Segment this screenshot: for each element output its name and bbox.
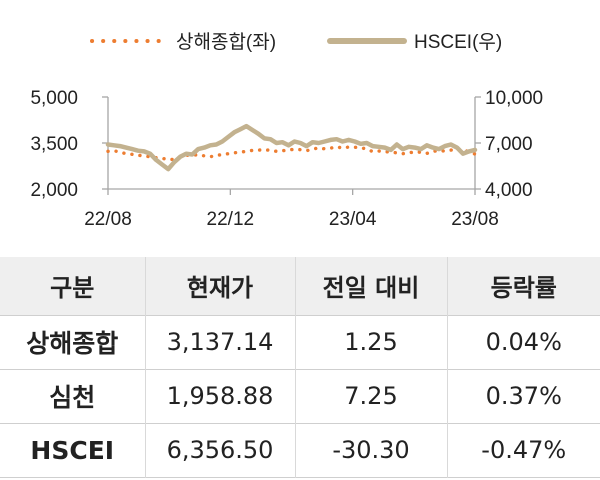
- header-current-price: 현재가: [145, 257, 296, 315]
- row-name: HSCEI: [0, 423, 146, 477]
- table-row: 상해종합 3,137.14 1.25 0.04%: [0, 315, 600, 369]
- row-rate: 0.04%: [485, 328, 562, 356]
- row-name: 상해종합: [0, 315, 146, 369]
- dual-axis-line-chart: 5,000 3,500 2,000 10,000 7,000 4,000 22/08 22/1…: [30, 31, 543, 230]
- x-tick-label: 23/08: [451, 209, 499, 230]
- table-row: 심천 1,958.88 7.25 0.37%: [0, 369, 600, 423]
- header-category: 구분: [0, 257, 146, 315]
- row-change: 1.25: [295, 315, 448, 369]
- y-left-tick-label: 3,500: [30, 134, 78, 155]
- x-tick-label: 22/08: [84, 209, 132, 230]
- row-price: 1,958.88: [145, 369, 296, 423]
- x-tick-label: 22/12: [207, 209, 255, 230]
- legend-label-shanghai: 상해종합(좌): [176, 31, 276, 53]
- series-line-shanghai: [106, 144, 477, 162]
- y-right-tick-label: 4,000: [485, 180, 533, 201]
- series-line-hscei: [105, 123, 478, 172]
- legend-label-hscei: HSCEI(우): [414, 32, 502, 53]
- row-name: 심천: [0, 369, 146, 423]
- index-table: 구분 현재가 전일 대비 등락률 상해종합 3,137.14 1.25 0.04…: [0, 257, 600, 478]
- x-tick-label: 23/04: [329, 209, 377, 230]
- row-price: 6,356.50: [145, 423, 296, 477]
- table-header-row: 구분 현재가 전일 대비 등락률: [0, 257, 600, 315]
- y-right-tick-label: 7,000: [485, 134, 533, 155]
- chart-area: 5,000 3,500 2,000 10,000 7,000 4,000 22/08 22/1…: [30, 31, 543, 230]
- row-rate: 0.37%: [485, 382, 562, 410]
- header-change: 전일 대비: [295, 257, 448, 315]
- y-left-tick-label: 5,000: [30, 88, 78, 109]
- y-right-tick-label: 10,000: [485, 88, 543, 109]
- row-change: -30.30: [295, 423, 448, 477]
- table-row: HSCEI 6,356.50 -30.30 -0.47%: [0, 423, 600, 477]
- row-price: 3,137.14: [145, 315, 296, 369]
- header-change-rate: 등락률: [490, 274, 557, 303]
- row-change: 7.25: [295, 369, 448, 423]
- row-rate: -0.47%: [481, 436, 567, 464]
- y-left-tick-label: 2,000: [30, 180, 78, 201]
